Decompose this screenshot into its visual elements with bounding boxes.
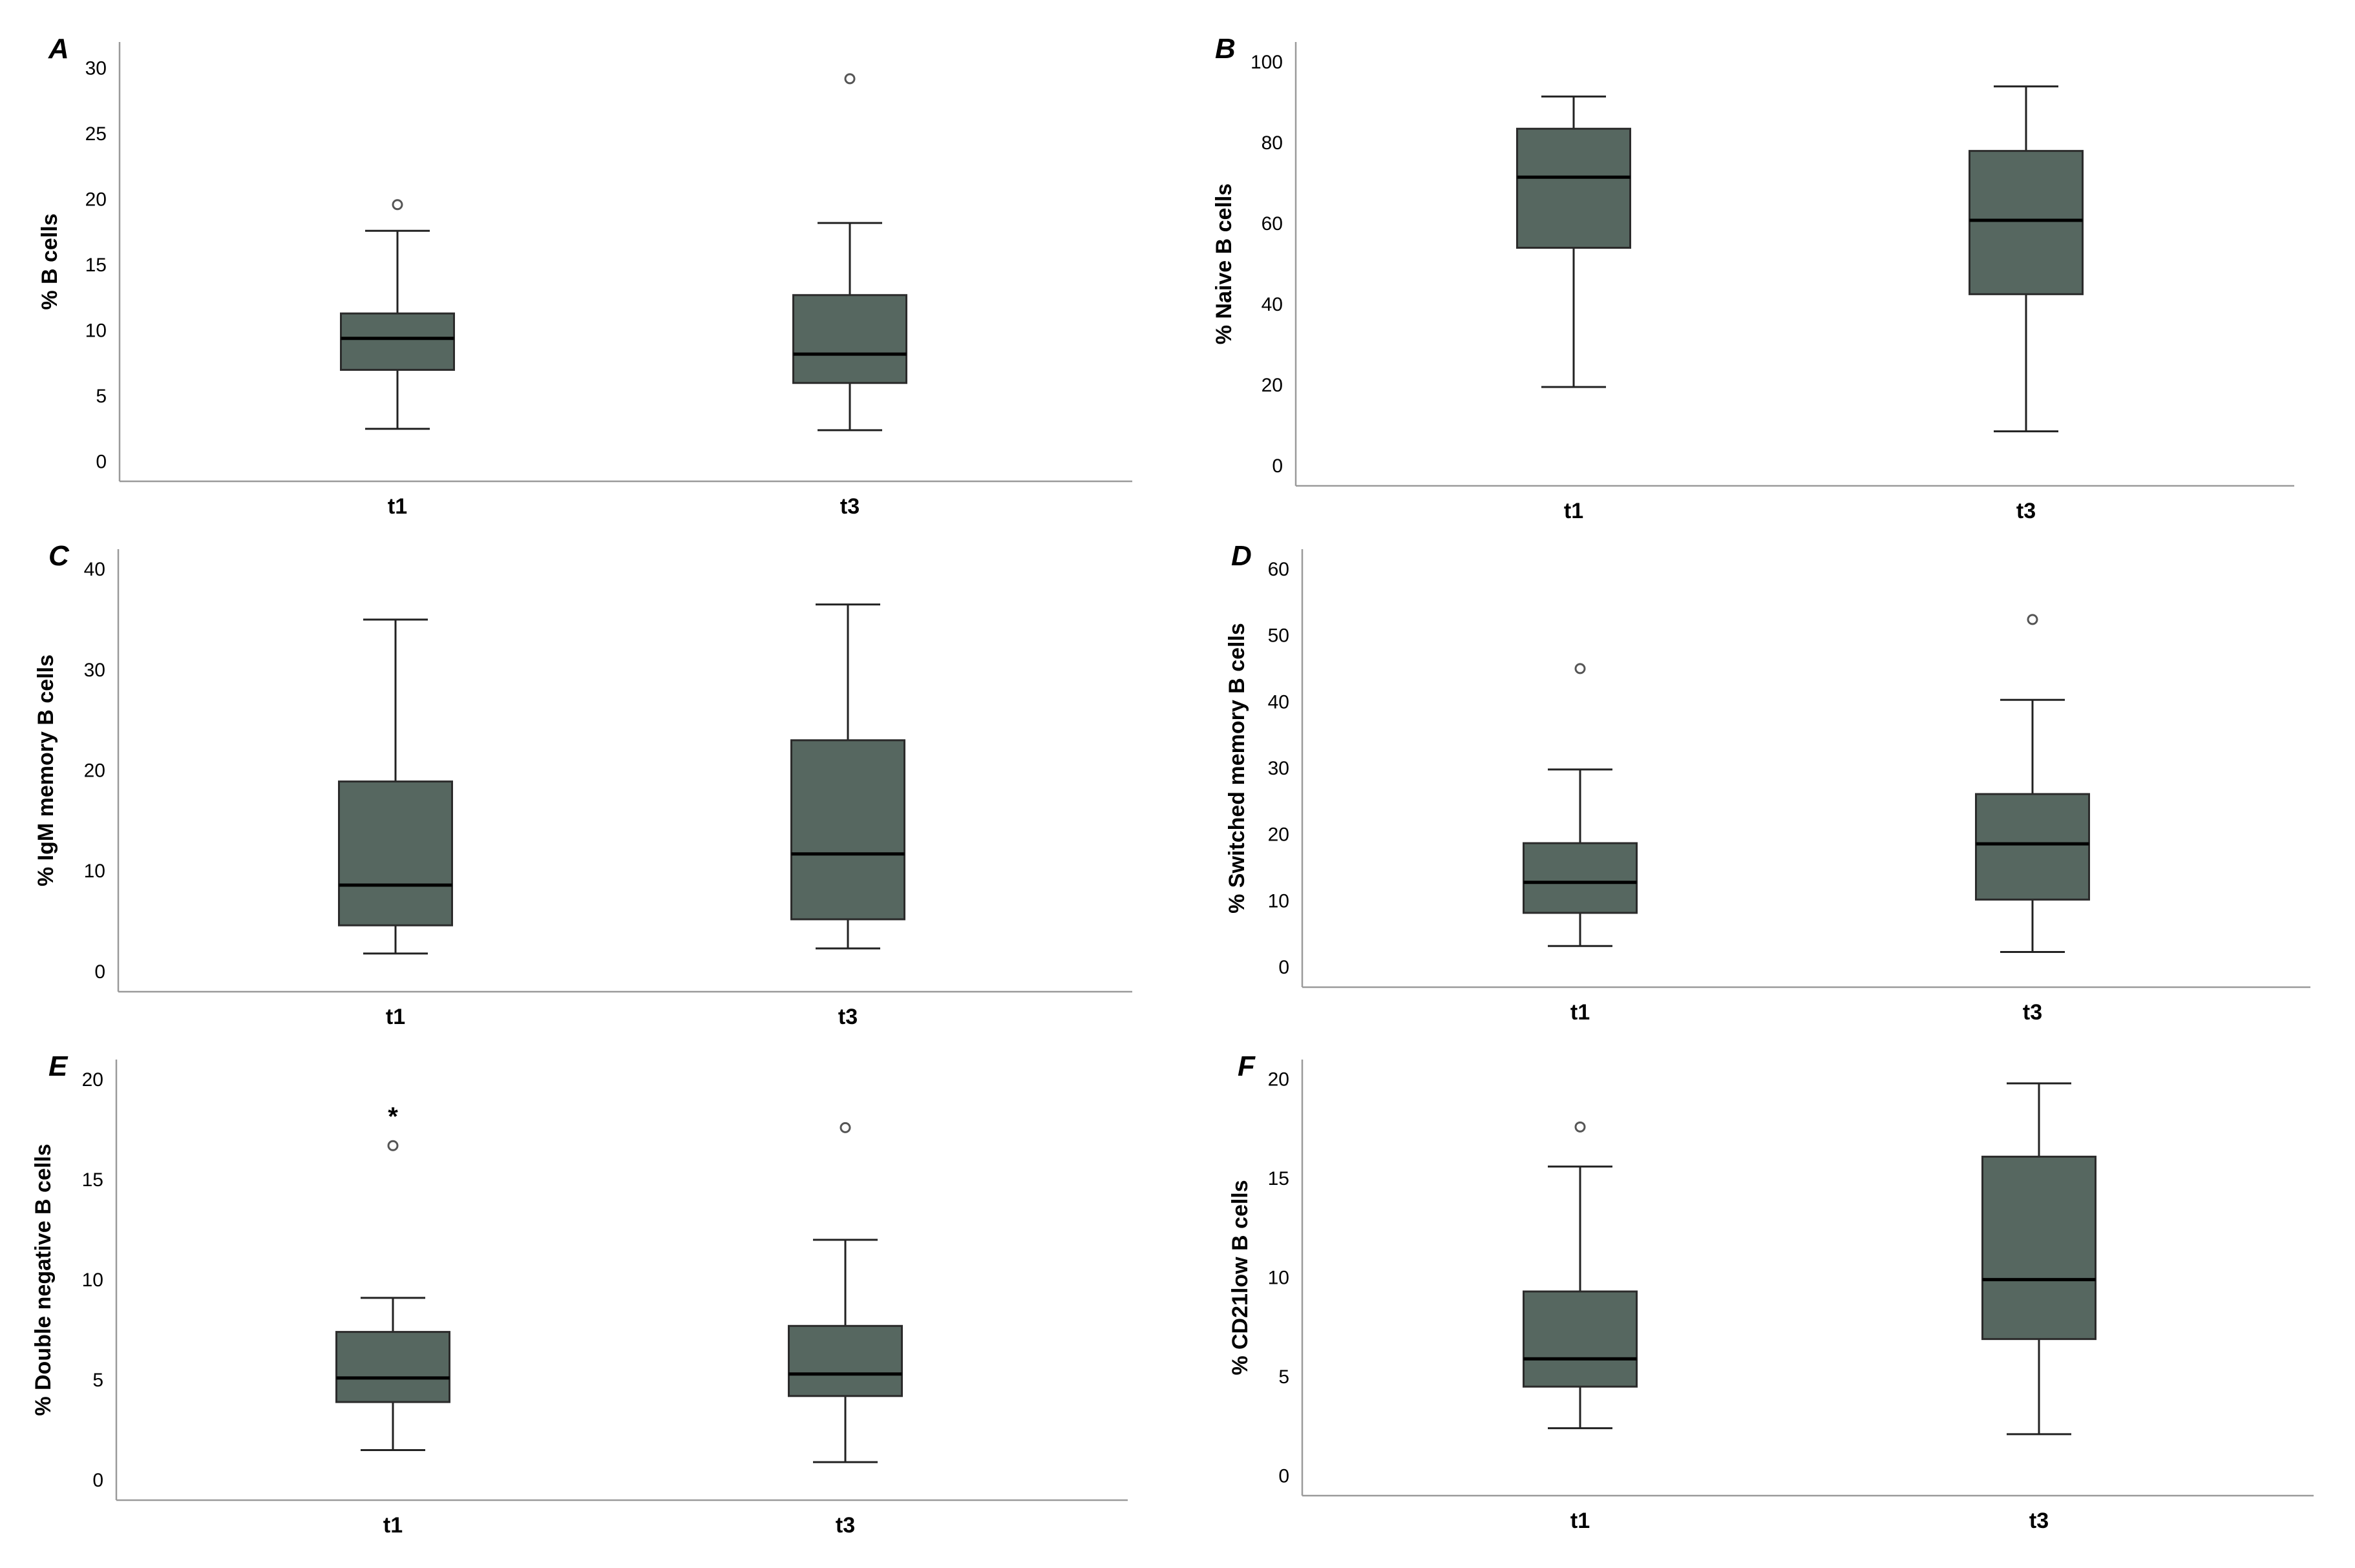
outlier-point (840, 1122, 851, 1133)
panel-label: E (48, 1051, 69, 1082)
box-t3 (788, 1122, 903, 1463)
x-category-label: t1 (1570, 1509, 1590, 1533)
panel-label: F (1238, 1051, 1256, 1082)
x-category-label: t1 (1564, 499, 1583, 523)
y-tick-label: 10 (85, 320, 107, 342)
y-tick-label: 0 (96, 452, 107, 473)
iqr-box (1981, 1155, 2096, 1341)
y-tick-label: 30 (1268, 758, 1289, 779)
y-tick-label: 20 (1262, 375, 1283, 396)
iqr-box (340, 312, 455, 371)
outlier-point (844, 73, 856, 85)
iqr-box (335, 1331, 450, 1403)
y-tick-label: 20 (1268, 1069, 1289, 1091)
x-category-label: t1 (1570, 1000, 1590, 1025)
panel-label: C (48, 540, 70, 572)
y-axis-label: % Double negative B cells (31, 1144, 56, 1416)
y-tick-label: 10 (1268, 890, 1289, 912)
x-category-label: t3 (2023, 1000, 2042, 1025)
iqr-box (1523, 1290, 1638, 1388)
y-axis-label: % B cells (37, 213, 62, 309)
panel-a: A 0 5 10 15 20 25 30 % B cells t1 t3 (37, 33, 1132, 519)
y-tick-label: 100 (1251, 52, 1283, 73)
y-tick-label: 40 (84, 559, 105, 580)
y-tick-label: 5 (96, 386, 107, 407)
panel-label: A (48, 33, 69, 65)
outlier-point (1574, 1121, 1586, 1133)
y-tick-label: 5 (1278, 1366, 1289, 1388)
x-category-label: t3 (2016, 499, 2036, 523)
iqr-box (1969, 150, 2084, 295)
y-tick-label: 20 (1268, 824, 1289, 846)
panel-label: B (1215, 33, 1236, 65)
extreme-outlier-marker: * (388, 1103, 398, 1131)
box-t1 (338, 618, 453, 955)
y-tick-label: 30 (84, 660, 105, 681)
panel-e: E 0 5 10 15 20 % Double negative B cells * t1 t3 (31, 1051, 1128, 1538)
y-tick-label: 15 (82, 1169, 103, 1191)
box-t1: * (335, 1103, 450, 1451)
y-tick-label: 60 (1268, 559, 1289, 580)
box-t1 (1516, 95, 1631, 388)
y-tick-label: 10 (84, 861, 105, 882)
x-category-label: t3 (836, 1513, 855, 1538)
iqr-box (1523, 842, 1638, 914)
x-category-label: t3 (838, 1005, 858, 1029)
outlier-point (392, 199, 403, 211)
x-category-label: t1 (388, 494, 407, 519)
panel-b: B 0 20 40 60 80 100 % Naive B cells t1 t3 (1212, 33, 2294, 523)
panel-label: D (1231, 540, 1252, 572)
y-tick-label: 0 (1278, 1465, 1289, 1487)
y-tick-label: 20 (84, 760, 105, 782)
x-category-label: t3 (2029, 1509, 2049, 1533)
box-t3 (1981, 1082, 2096, 1436)
box-t3 (792, 73, 907, 432)
x-category-label: t1 (386, 1005, 405, 1029)
y-tick-label: 20 (82, 1069, 103, 1091)
iqr-box (1975, 793, 2090, 901)
y-tick-label: 50 (1268, 625, 1289, 647)
iqr-box (1516, 127, 1631, 249)
outlier-point (1574, 663, 1586, 674)
y-tick-label: 20 (85, 189, 107, 211)
outlier-point (2027, 614, 2038, 625)
x-category-label: t3 (840, 494, 860, 519)
panel-f: F 0 5 10 15 20 % CD21low B cells t1 t3 (1228, 1051, 2314, 1533)
outlier-point (387, 1140, 399, 1151)
y-tick-label: 10 (1268, 1268, 1289, 1289)
y-axis-label: % CD21low B cells (1228, 1180, 1252, 1375)
box-t1 (1523, 1121, 1638, 1430)
box-t3 (790, 603, 905, 950)
y-tick-label: 40 (1262, 294, 1283, 315)
y-axis-label: % Switched memory B cells (1225, 623, 1249, 914)
y-tick-label: 25 (85, 123, 107, 145)
y-tick-label: 60 (1262, 213, 1283, 235)
y-tick-label: 40 (1268, 691, 1289, 713)
x-category-label: t1 (383, 1513, 403, 1538)
y-tick-label: 10 (82, 1270, 103, 1291)
y-tick-label: 0 (94, 961, 105, 983)
y-tick-label: 5 (92, 1370, 103, 1391)
iqr-box (790, 739, 905, 921)
y-tick-label: 0 (1272, 455, 1283, 477)
iqr-box (788, 1324, 903, 1397)
iqr-box (338, 780, 453, 926)
y-tick-label: 15 (85, 255, 107, 276)
box-t1 (340, 199, 455, 430)
y-tick-label: 30 (85, 58, 107, 79)
box-t3 (1975, 614, 2090, 954)
panel-d: D 0 10 20 30 40 50 60 % Switched memory B cells t… (1225, 540, 2310, 1025)
y-tick-label: 15 (1268, 1168, 1289, 1189)
y-tick-label: 0 (92, 1470, 103, 1491)
y-axis-label: % Naive B cells (1212, 183, 1236, 344)
y-tick-label: 80 (1262, 132, 1283, 154)
panel-c: C 0 10 20 30 40 % IgM memory B cells t1 t3 (34, 540, 1132, 1029)
box-t3 (1969, 85, 2084, 433)
y-axis-label: % IgM memory B cells (34, 654, 58, 886)
box-t1 (1523, 663, 1638, 947)
y-tick-label: 0 (1278, 957, 1289, 978)
iqr-box (792, 294, 907, 384)
